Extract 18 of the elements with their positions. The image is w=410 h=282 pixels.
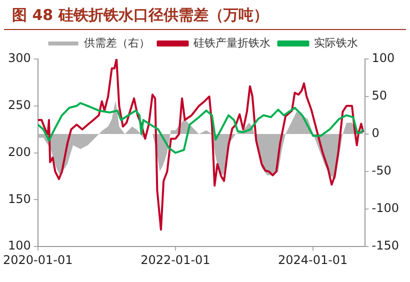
x-tick-label: 2024-01-01	[278, 252, 348, 267]
y2-tick-label: 100	[372, 51, 395, 66]
y-tick-label: 150	[8, 192, 31, 206]
y-tick-label: 250	[8, 98, 31, 112]
x-tick-label: 2022-01-01	[140, 252, 210, 267]
chart-title: 图 48 硅铁折铁水口径供需差（万吨）	[4, 0, 406, 30]
legend-label: 硅铁产量折铁水	[192, 36, 270, 50]
y2-tick-label: 50	[372, 88, 388, 103]
x-tick-label: 2020-01-01	[2, 252, 73, 267]
y-tick-label: 200	[8, 144, 31, 159]
y2-tick-label: -100	[372, 201, 399, 216]
y2-tick-label: -150	[372, 238, 399, 253]
y2-tick-label: 0	[372, 126, 380, 140]
y-tick-label: 300	[8, 51, 31, 66]
y-tick-label: 100	[8, 238, 31, 253]
y2-tick-label: -50	[372, 164, 392, 178]
legend-label: 供需差（右）	[84, 36, 150, 50]
legend-label: 实际铁水	[314, 36, 358, 50]
